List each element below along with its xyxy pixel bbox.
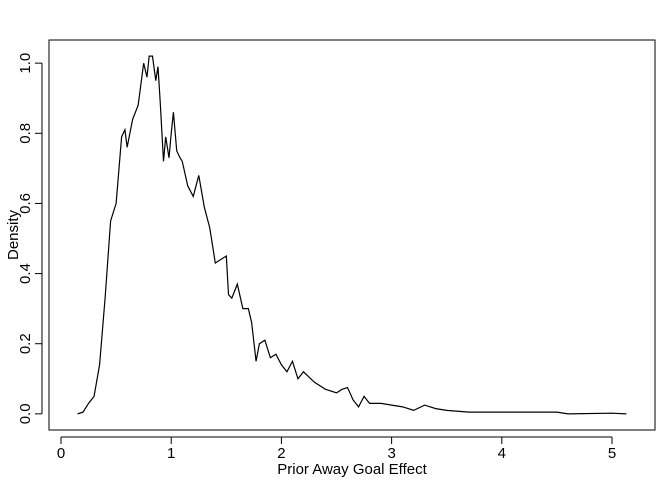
y-axis-label: Density xyxy=(5,209,22,260)
x-tick-label: 2 xyxy=(277,445,285,462)
y-tick-label: 0.2 xyxy=(17,333,34,354)
y-tick-label: 1.0 xyxy=(17,53,34,74)
x-tick-label: 4 xyxy=(498,445,506,462)
y-tick-label: 0.0 xyxy=(17,403,34,424)
x-tick-label: 3 xyxy=(387,445,395,462)
x-axis-label: Prior Away Goal Effect xyxy=(277,461,427,478)
density-line xyxy=(77,55,627,415)
x-tick-label: 5 xyxy=(608,445,616,462)
x-tick-label: 0 xyxy=(57,445,65,462)
y-tick-label: 0.6 xyxy=(17,193,34,214)
y-tick-label: 0.8 xyxy=(17,123,34,144)
x-tick-label: 1 xyxy=(167,445,175,462)
plot-frame xyxy=(48,39,656,431)
y-tick-label: 0.4 xyxy=(17,263,34,284)
